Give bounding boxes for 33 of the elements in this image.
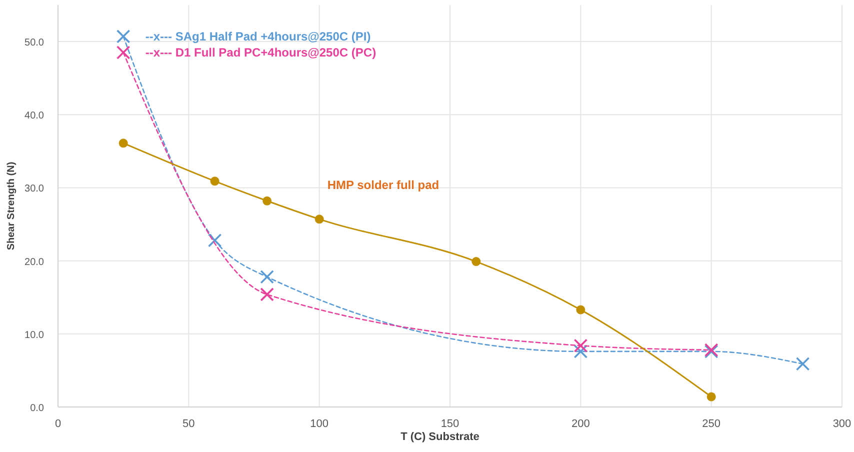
x-tick-label: 50 — [182, 418, 195, 430]
series-label: --x--- D1 Full Pad PC+4hours@250C (PC) — [145, 46, 376, 60]
point — [574, 344, 588, 358]
y-tick-label: 50.0 — [24, 38, 44, 49]
point — [796, 356, 810, 371]
point — [314, 214, 324, 224]
y-axis-title: Shear Strength (N) — [6, 162, 17, 250]
x-tick-label: 100 — [310, 418, 329, 430]
point — [118, 138, 128, 148]
x-tick-label: 200 — [571, 418, 590, 430]
point — [116, 30, 130, 44]
x-tick-label: 0 — [54, 418, 62, 430]
x-axis-title: T (C) Substrate — [400, 431, 480, 443]
x-tick-label: 300 — [832, 418, 852, 430]
point — [574, 338, 588, 353]
point — [262, 196, 272, 206]
point — [260, 288, 274, 302]
y-tick-label: 30.0 — [24, 184, 44, 195]
series-label: HMP solder full pad — [327, 178, 440, 192]
y-tick-label: 40.0 — [24, 110, 44, 122]
series-label: --x--- SAg1 Half Pad +4hours@250C (PI) — [145, 29, 371, 44]
x-tick-label: 150 — [440, 418, 460, 430]
point — [116, 46, 130, 60]
y-tick-label: 20.0 — [24, 256, 44, 268]
point — [472, 257, 481, 266]
point — [706, 392, 716, 402]
point — [208, 233, 222, 248]
y-tick-label: 10.0 — [24, 330, 44, 341]
y-tick-label: 0.0 — [30, 403, 44, 414]
point — [260, 270, 274, 284]
point — [576, 305, 586, 314]
x-tick-label: 250 — [702, 418, 721, 430]
point — [210, 176, 220, 186]
